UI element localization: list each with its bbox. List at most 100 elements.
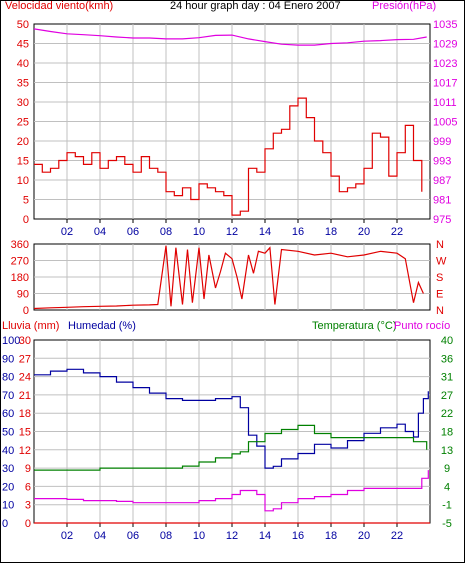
direction-tick-label: 360 [11,239,29,251]
pressure-tick-label: 987 [433,175,451,187]
humidity-tick-label: 90 [2,353,14,365]
pressure-tick-label: 999 [433,136,451,148]
humidity-tick-label: 10 [2,500,14,512]
temperature-tick-label: -1 [442,500,452,512]
temperature-tick-label: 36 [441,353,453,365]
pressure-tick-label: 1023 [433,58,457,70]
pressure-tick-label: 1029 [433,39,457,51]
wind-panel-xtick-label: 08 [160,226,172,238]
temperature-tick-label: 22 [441,408,453,420]
wind-tick-label: 25 [17,117,29,129]
rain-tick-label: 15 [19,427,31,439]
climate-panel-xtick-label: 20 [358,530,370,542]
rain-tick-label: 0 [25,518,31,530]
temperature-axis-label: Temperatura (°C) [312,320,396,332]
pressure-tick-label: 975 [433,214,451,226]
climate-panel-xtick-label: 18 [325,530,337,542]
humidity-tick-label: 70 [2,390,14,402]
temperature-tick-label: 9 [444,463,450,475]
wind-panel-xtick-label: 22 [391,226,403,238]
wind-tick-label: 40 [17,58,29,70]
rain-axis-label: Lluvia (mm) [2,320,59,332]
wind-tick-label: 30 [17,97,29,109]
pressure-tick-label: 981 [433,195,451,207]
rain-tick-label: 27 [19,353,31,365]
wind-panel-xtick-label: 16 [292,226,304,238]
rain-tick-label: 9 [25,463,31,475]
rain-tick-label: 18 [19,408,31,420]
humidity-tick-label: 30 [2,463,14,475]
wind-speed-axis-label: Velocidad viento(kmh) [5,0,113,12]
wind-panel-xtick-label: 14 [259,226,271,238]
humidity-tick-label: 50 [2,427,14,439]
climate-panel-xtick-label: 10 [193,530,205,542]
pressure-axis-label: Presión(hPa) [372,0,436,12]
humidity-tick-label: 20 [2,481,14,493]
climate-panel-xtick-label: 14 [259,530,271,542]
pressure-tick-label: 1011 [433,97,457,109]
wind-direction-series [33,245,424,310]
humidity-tick-label: 60 [2,408,14,420]
wind-panel-xtick-label: 12 [226,226,238,238]
compass-tick-label: N [436,305,444,317]
rain-tick-label: 30 [19,335,31,347]
temperature-tick-label: -5 [442,518,452,530]
climate-panel-xtick-label: 22 [391,530,403,542]
temperature-tick-label: 13 [441,445,453,457]
wind-tick-label: 20 [17,136,29,148]
pressure-tick-label: 993 [433,156,451,168]
climate-panel-xtick-label: 08 [160,530,172,542]
wind-tick-label: 10 [17,175,29,187]
wind-panel-xtick-label: 18 [325,226,337,238]
wind-tick-label: 15 [17,156,29,168]
humidity-axis-label: Humedad (%) [68,320,136,332]
temperature-tick-label: 40 [441,335,453,347]
climate-panel-xtick-label: 16 [292,530,304,542]
compass-tick-label: E [436,289,443,301]
wind-tick-label: 0 [23,214,29,226]
climate-panel-xtick-label: 12 [226,530,238,542]
wind-tick-label: 50 [17,19,29,31]
pressure-tick-label: 1017 [433,78,457,90]
temperature-tick-label: 31 [441,372,453,384]
compass-tick-label: S [436,272,443,284]
humidity-series [34,368,429,469]
temperature-series [34,424,428,471]
humidity-tick-label: 40 [2,445,14,457]
rain-tick-label: 12 [19,445,31,457]
humidity-tick-label: 80 [2,372,14,384]
pressure-tick-label: 1005 [433,117,457,129]
humidity-tick-label: 0 [2,518,8,530]
pressure-series [33,28,427,46]
pressure-tick-label: 1035 [433,19,457,31]
temperature-tick-label: 4 [444,481,450,493]
rain-tick-label: 24 [19,372,31,384]
wind-tick-label: 35 [17,78,29,90]
compass-tick-label: W [436,256,447,268]
wind-panel-xtick-label: 06 [127,226,139,238]
temperature-tick-label: 18 [441,427,453,439]
direction-tick-label: 270 [11,256,29,268]
direction-tick-label: 90 [17,289,29,301]
direction-tick-label: 180 [11,272,29,284]
climate-panel-xtick-label: 02 [61,530,73,542]
humidity-tick-label: 100 [2,335,20,347]
wind-panel-xtick-label: 04 [94,226,106,238]
wind-speed-series [34,97,423,216]
temperature-tick-label: 27 [441,390,453,402]
chart-title: 24 hour graph day : 04 Enero 2007 [170,0,341,12]
rain-tick-label: 21 [19,390,31,402]
wind-panel-xtick-label: 20 [358,226,370,238]
wind-panel-xtick-label: 10 [193,226,205,238]
wind-panel-xtick-label: 02 [61,226,73,238]
dewpoint-axis-label: Punto rocío [394,320,450,332]
direction-tick-label: 0 [23,305,29,317]
climate-panel-xtick-label: 06 [127,530,139,542]
climate-panel-xtick-label: 04 [94,530,106,542]
wind-tick-label: 45 [17,39,29,51]
rain-tick-label: 6 [25,481,31,493]
compass-tick-label: N [436,239,444,251]
dewpoint-series [34,470,429,512]
wind-tick-label: 5 [23,195,29,207]
